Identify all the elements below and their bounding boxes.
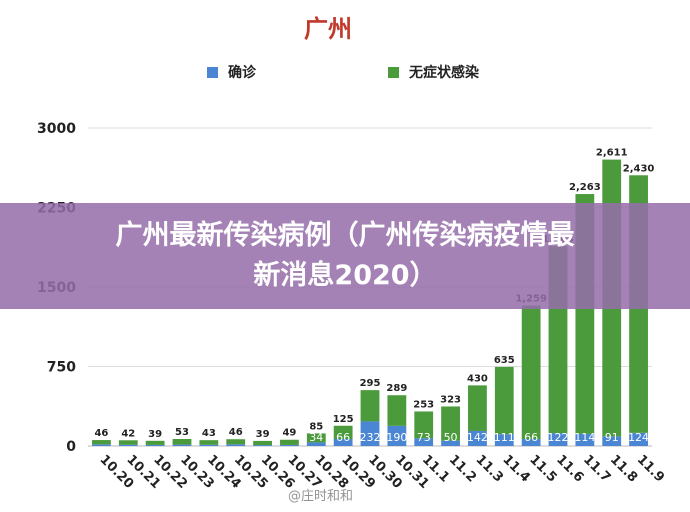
- data-label-confirmed: 111: [494, 431, 515, 444]
- bar-confirmed: [494, 434, 514, 446]
- data-label-confirmed: 91: [605, 431, 619, 444]
- data-label-asymptomatic: 53: [175, 427, 189, 438]
- watermark: @庄时和和: [288, 489, 354, 504]
- x-axis-ticks: 10.2010.2110.2210.2310.2410.2510.2610.27…: [97, 452, 667, 492]
- data-label-asymptomatic: 635: [494, 355, 515, 366]
- bar-asymptomatic: [468, 385, 487, 431]
- data-label-confirmed: 190: [386, 431, 407, 444]
- data-label-asymptomatic: 289: [386, 383, 407, 394]
- legend-label-confirmed: 确诊: [228, 64, 257, 81]
- bar-confirmed: [441, 440, 460, 446]
- x-tick-label: 11.4: [499, 452, 532, 485]
- bar-asymptomatic: [199, 440, 219, 445]
- bar-confirmed: [360, 421, 380, 446]
- bar-asymptomatic: [172, 439, 192, 445]
- data-label-asymptomatic: 46: [94, 428, 108, 439]
- bar-asymptomatic: [360, 390, 380, 422]
- bar-asymptomatic: [280, 439, 299, 445]
- bar-asymptomatic: [92, 440, 111, 445]
- data-label-asymptomatic: 46: [229, 427, 243, 438]
- chart-title: 广州: [304, 15, 352, 43]
- legend-swatch-confirmed: [207, 67, 218, 78]
- headline-line-2: 新消息2020）: [253, 260, 437, 291]
- data-label-confirmed: 114: [574, 431, 595, 444]
- headline-banner: 广州最新传染病例（广州传染病疫情最 新消息2020）: [0, 203, 690, 309]
- bar-confirmed: [548, 433, 568, 446]
- x-tick-label: 11.9: [634, 452, 667, 485]
- bar-confirmed: [145, 444, 165, 446]
- bar-asymptomatic: [521, 305, 541, 440]
- bar-confirmed: [280, 444, 299, 446]
- data-label-asymptomatic: 2,611: [596, 148, 628, 159]
- y-tick-label: 0: [66, 439, 76, 455]
- bar-asymptomatic: [118, 440, 138, 445]
- data-label-confirmed: 66: [336, 431, 350, 444]
- bar-asymptomatic: [494, 366, 514, 435]
- bar-asymptomatic: [306, 433, 326, 443]
- bar-confirmed: [414, 438, 434, 446]
- data-label-asymptomatic: 2,263: [569, 182, 601, 193]
- data-label-asymptomatic: 43: [202, 428, 216, 439]
- data-label-confirmed: 73: [417, 431, 431, 444]
- bar-asymptomatic: [333, 425, 353, 440]
- bar-confirmed: [226, 444, 246, 446]
- data-label-asymptomatic: 125: [333, 414, 354, 425]
- bar-confirmed: [92, 444, 111, 446]
- bar-confirmed: [629, 432, 648, 446]
- data-label-asymptomatic: 2,430: [623, 163, 655, 174]
- data-label-confirmed: 142: [467, 431, 488, 444]
- bar-confirmed: [387, 425, 407, 446]
- bar-confirmed: [118, 444, 138, 446]
- headline-line-1: 广州最新传染病例（广州传染病疫情最: [115, 220, 575, 251]
- bar-asymptomatic: [441, 406, 460, 441]
- bar-asymptomatic: [253, 440, 272, 446]
- data-label-asymptomatic: 39: [256, 429, 270, 440]
- x-tick-label: 11.6: [553, 452, 586, 485]
- data-label-confirmed: 34: [309, 431, 323, 444]
- x-tick-label: 11.3: [473, 452, 506, 485]
- data-label-asymptomatic: 39: [148, 429, 162, 440]
- data-label-asymptomatic: 42: [121, 428, 135, 439]
- data-label-asymptomatic: 295: [360, 378, 381, 389]
- bar-confirmed: [521, 439, 541, 446]
- bar-asymptomatic: [414, 411, 434, 439]
- legend-label-asymptomatic: 无症状感染: [408, 64, 480, 81]
- data-label-asymptomatic: 253: [413, 399, 434, 410]
- x-tick-label: 11.2: [446, 452, 479, 485]
- bar-confirmed: [602, 436, 622, 446]
- data-label-asymptomatic: 49: [282, 428, 296, 439]
- bar-confirmed: [575, 433, 595, 446]
- data-label-confirmed: 232: [360, 431, 381, 444]
- bar-confirmed: [306, 442, 326, 446]
- bar-confirmed: [333, 439, 353, 446]
- data-label-confirmed: 122: [548, 431, 569, 444]
- x-tick-label: 11.5: [526, 452, 559, 485]
- bar-confirmed: [253, 445, 272, 446]
- bar-asymptomatic: [387, 395, 407, 426]
- data-label-asymptomatic: 430: [467, 373, 488, 384]
- data-label-confirmed: 50: [444, 431, 458, 444]
- bar-asymptomatic: [145, 440, 165, 445]
- legend: 确诊 无症状感染: [207, 64, 480, 81]
- bar-confirmed: [172, 444, 192, 446]
- legend-swatch-asymptomatic: [388, 67, 399, 78]
- bar-confirmed: [199, 444, 219, 446]
- x-tick-label: 11.7: [580, 452, 613, 485]
- x-tick-label: 11.8: [607, 452, 640, 485]
- data-label-confirmed: 124: [628, 431, 649, 444]
- y-tick-label: 3000: [37, 121, 76, 137]
- y-tick-label: 750: [47, 360, 76, 376]
- data-label-asymptomatic: 85: [309, 421, 323, 432]
- data-label-confirmed: 66: [524, 431, 538, 444]
- bar-asymptomatic: [226, 439, 246, 445]
- bar-confirmed: [468, 430, 487, 446]
- data-label-asymptomatic: 323: [440, 394, 461, 405]
